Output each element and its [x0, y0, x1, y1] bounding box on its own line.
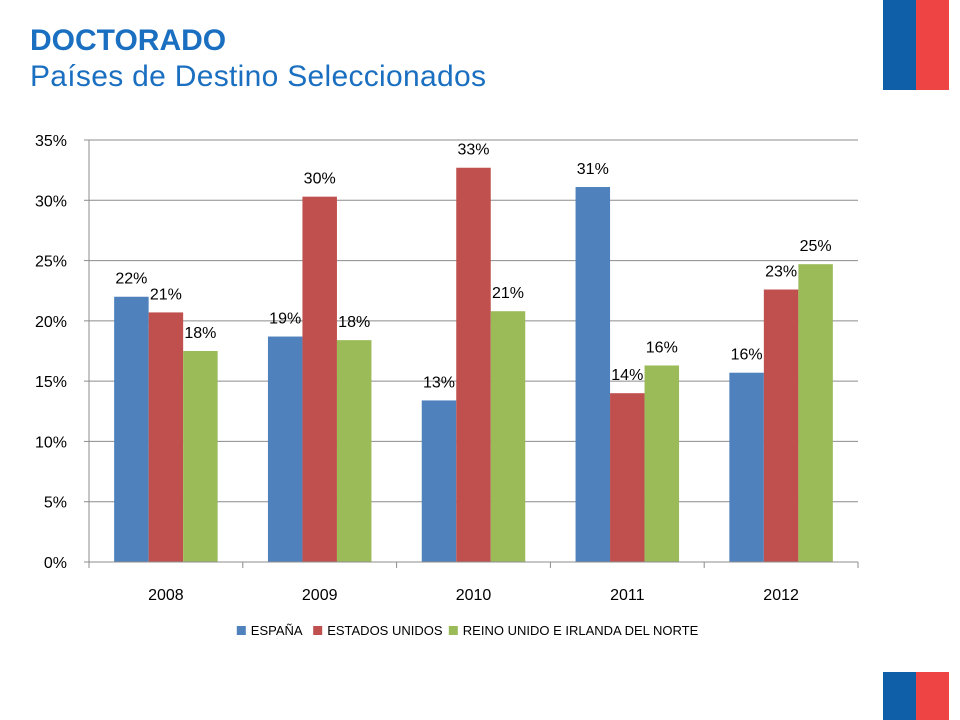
- data-labels: 22%21%18%19%30%18%13%33%21%31%14%16% 16%2…: [115, 142, 831, 392]
- data-label: 18%: [184, 325, 216, 342]
- data-label: 19%: [269, 311, 301, 328]
- y-tick-label: 20%: [35, 314, 67, 331]
- data-label: 31%: [577, 161, 609, 178]
- bar: [729, 372, 764, 562]
- bar: [421, 400, 457, 562]
- y-tick-label: 0%: [44, 555, 67, 572]
- bar: [148, 312, 184, 562]
- data-label: 16%: [646, 339, 678, 356]
- data-label: 16%: [731, 347, 763, 364]
- y-tick-label: 10%: [35, 434, 67, 451]
- bar: [336, 340, 372, 562]
- data-label: 22%: [115, 271, 147, 288]
- legend-swatch: [313, 626, 323, 635]
- x-axis-ticks: 2008 2009 2010 2011 2012: [88, 562, 859, 604]
- page-title: DOCTORADO: [30, 24, 227, 57]
- bar: [610, 393, 645, 562]
- y-tick-label: 5%: [44, 495, 67, 512]
- x-tick-label: 2009: [302, 587, 338, 604]
- bar: [644, 365, 680, 562]
- bar: [490, 311, 526, 562]
- bar: [575, 187, 611, 562]
- data-label: 18%: [338, 314, 370, 331]
- data-label: 23%: [765, 264, 797, 281]
- data-label: 13%: [423, 374, 455, 391]
- legend-swatch: [236, 626, 246, 635]
- y-tick-label: 25%: [35, 254, 67, 271]
- data-label: 25%: [800, 238, 832, 255]
- x-tick-label: 2011: [610, 587, 645, 604]
- chart-legend: ESPAÑA ESTADOS UNIDOS REINO UNIDO E IRLAND…: [236, 623, 699, 638]
- chart-axes: [88, 140, 858, 563]
- bar: [302, 196, 337, 562]
- data-label: 33%: [457, 142, 489, 159]
- legend-label: REINO UNIDO E IRLANDA DEL NORTE: [463, 623, 699, 638]
- y-tick-label: 15%: [35, 374, 67, 391]
- data-label: 21%: [492, 285, 524, 302]
- x-tick-label: 2008: [148, 587, 184, 604]
- x-tick-label: 2012: [763, 587, 799, 604]
- bar: [798, 264, 833, 562]
- data-label: 14%: [611, 367, 643, 384]
- bar: [267, 336, 303, 562]
- bar: [456, 167, 491, 562]
- y-tick-label: 30%: [35, 193, 67, 210]
- data-label: 21%: [150, 286, 182, 303]
- bar: [114, 296, 149, 562]
- y-axis-ticks: 0% 5% 10% 15% 20% 25% 30% 35%: [35, 133, 89, 572]
- chart-bars: [114, 167, 833, 562]
- bar: [763, 289, 799, 562]
- flag-emblem-top: [883, 0, 949, 90]
- data-label: 30%: [304, 171, 336, 188]
- y-tick-label: 35%: [35, 133, 67, 150]
- bar: [183, 351, 218, 562]
- legend-label: ESTADOS UNIDOS: [327, 623, 443, 638]
- x-tick-label: 2010: [456, 587, 492, 604]
- page-subtitle: Países de Destino Seleccionados: [30, 60, 487, 93]
- flag-emblem-bottom: [883, 672, 949, 720]
- legend-swatch: [448, 626, 458, 635]
- legend-label: ESPAÑA: [251, 623, 303, 638]
